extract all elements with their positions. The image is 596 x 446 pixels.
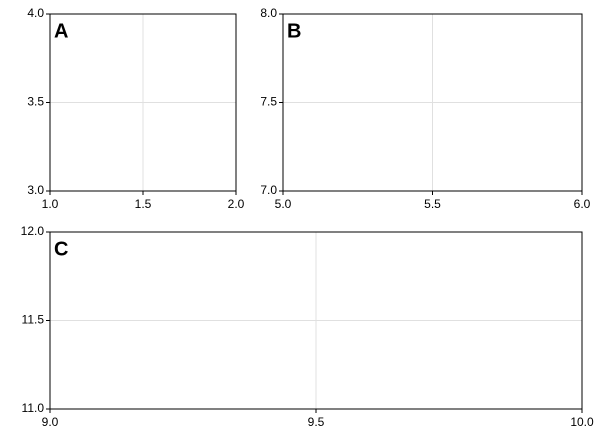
panel-label: A [54,20,68,42]
y-tick-label: 8.0 [260,6,277,20]
y-tick-label: 11.5 [22,313,45,327]
y-tick-label: 11.0 [22,401,45,415]
y-tick-label: 7.0 [260,183,277,197]
panel-label: B [287,20,301,42]
x-tick-label: 2.0 [228,197,245,211]
y-tick-label: 4.0 [27,6,44,20]
plot-frame [49,231,583,410]
x-tick-label: 1.5 [135,197,152,211]
plot-frame [282,13,583,192]
plot-frame [49,13,237,192]
y-tick-label: 3.0 [27,183,44,197]
y-tick-label: 7.5 [260,95,277,109]
x-tick-label: 5.0 [275,197,292,211]
x-tick-label: 5.5 [424,197,441,211]
y-tick-label: 12.0 [21,224,45,238]
x-tick-label: 6.0 [574,197,591,211]
x-tick-label: 1.0 [42,197,59,211]
y-tick-label: 3.5 [27,95,44,109]
x-tick-label: 9.5 [308,415,325,429]
panel-label: C [54,238,68,260]
x-tick-label: 10.0 [570,415,594,429]
x-tick-label: 9.0 [42,415,59,429]
